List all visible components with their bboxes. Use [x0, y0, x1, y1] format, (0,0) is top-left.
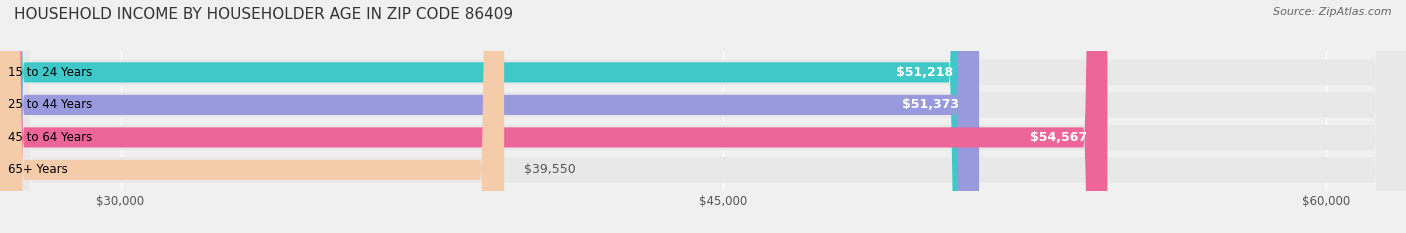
Text: 65+ Years: 65+ Years [8, 163, 67, 176]
FancyBboxPatch shape [0, 0, 1108, 233]
Text: $51,373: $51,373 [903, 98, 959, 111]
Text: $51,218: $51,218 [896, 66, 953, 79]
FancyBboxPatch shape [0, 0, 505, 233]
Text: HOUSEHOLD INCOME BY HOUSEHOLDER AGE IN ZIP CODE 86409: HOUSEHOLD INCOME BY HOUSEHOLDER AGE IN Z… [14, 7, 513, 22]
Text: $54,567: $54,567 [1031, 131, 1087, 144]
Text: Source: ZipAtlas.com: Source: ZipAtlas.com [1274, 7, 1392, 17]
FancyBboxPatch shape [0, 0, 979, 233]
Text: $39,550: $39,550 [524, 163, 576, 176]
Text: 25 to 44 Years: 25 to 44 Years [8, 98, 93, 111]
FancyBboxPatch shape [0, 0, 973, 233]
Text: 15 to 24 Years: 15 to 24 Years [8, 66, 93, 79]
Text: 45 to 64 Years: 45 to 64 Years [8, 131, 93, 144]
